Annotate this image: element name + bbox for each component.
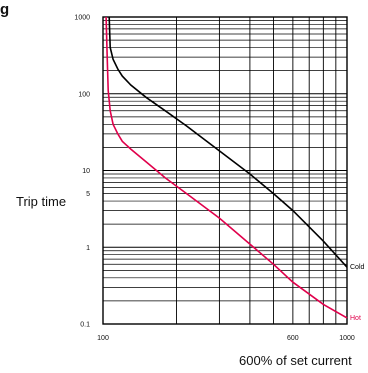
y-tick-label: 10 (82, 168, 90, 175)
y-tick-label: 0.1 (80, 322, 90, 329)
series-label-cold: Cold (350, 264, 365, 271)
y-tick-labels: 1000 100 10 5 1 0.1 (74, 15, 90, 329)
heading-fragment: g (0, 1, 9, 18)
y-tick-label: 1000 (74, 15, 90, 22)
y-tick-label: 100 (78, 91, 90, 98)
series-labels: Cold Hot (350, 264, 365, 322)
grid (102, 17, 348, 325)
y-tick-label: 5 (86, 191, 90, 198)
series-label-hot: Hot (350, 315, 361, 322)
plot-frame (102, 16, 348, 325)
x-tick-labels: 100 600 1000 (97, 335, 355, 342)
x-tick-label: 600 (287, 335, 299, 342)
series-layer (105, 16, 348, 319)
series-line-cold (108, 16, 348, 268)
series-line-hot (105, 16, 348, 319)
x-axis-label: 600% of set current (239, 353, 352, 368)
y-tick-label: 1 (86, 245, 90, 252)
y-axis-label: Trip time (16, 194, 66, 209)
x-tick-label: 1000 (339, 335, 355, 342)
x-tick-label: 100 (97, 335, 109, 342)
